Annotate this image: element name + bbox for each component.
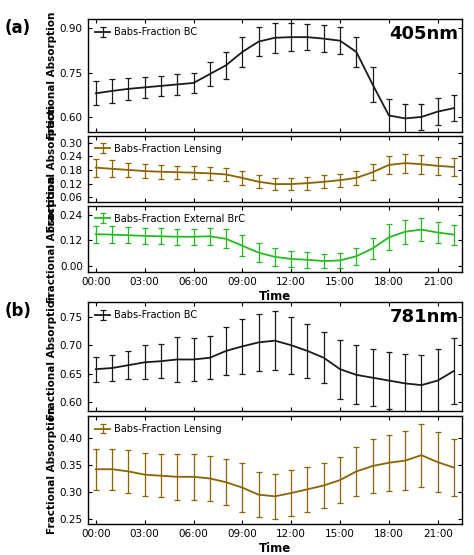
Legend: Babs-Fraction Lensing: Babs-Fraction Lensing — [92, 140, 225, 157]
X-axis label: Time: Time — [259, 290, 291, 302]
Text: 405nm: 405nm — [390, 25, 458, 43]
Text: (b): (b) — [5, 302, 32, 320]
Y-axis label: Fractional Absorption: Fractional Absorption — [47, 293, 57, 420]
Y-axis label: Fractional Absorption: Fractional Absorption — [47, 105, 57, 233]
Y-axis label: Fractional Absorption: Fractional Absorption — [47, 407, 57, 534]
Legend: Babs-Fraction Lensing: Babs-Fraction Lensing — [92, 421, 225, 437]
Legend: Babs-Fraction BC: Babs-Fraction BC — [92, 24, 200, 40]
Legend: Babs-Fraction External BrC: Babs-Fraction External BrC — [92, 211, 248, 226]
Text: (a): (a) — [5, 19, 31, 37]
Text: 781nm: 781nm — [389, 308, 458, 326]
X-axis label: Time: Time — [259, 542, 291, 555]
Y-axis label: Fractional Absorption: Fractional Absorption — [47, 175, 57, 302]
Legend: Babs-Fraction BC: Babs-Fraction BC — [92, 307, 200, 323]
Y-axis label: Fractional Absorption: Fractional Absorption — [47, 12, 57, 139]
